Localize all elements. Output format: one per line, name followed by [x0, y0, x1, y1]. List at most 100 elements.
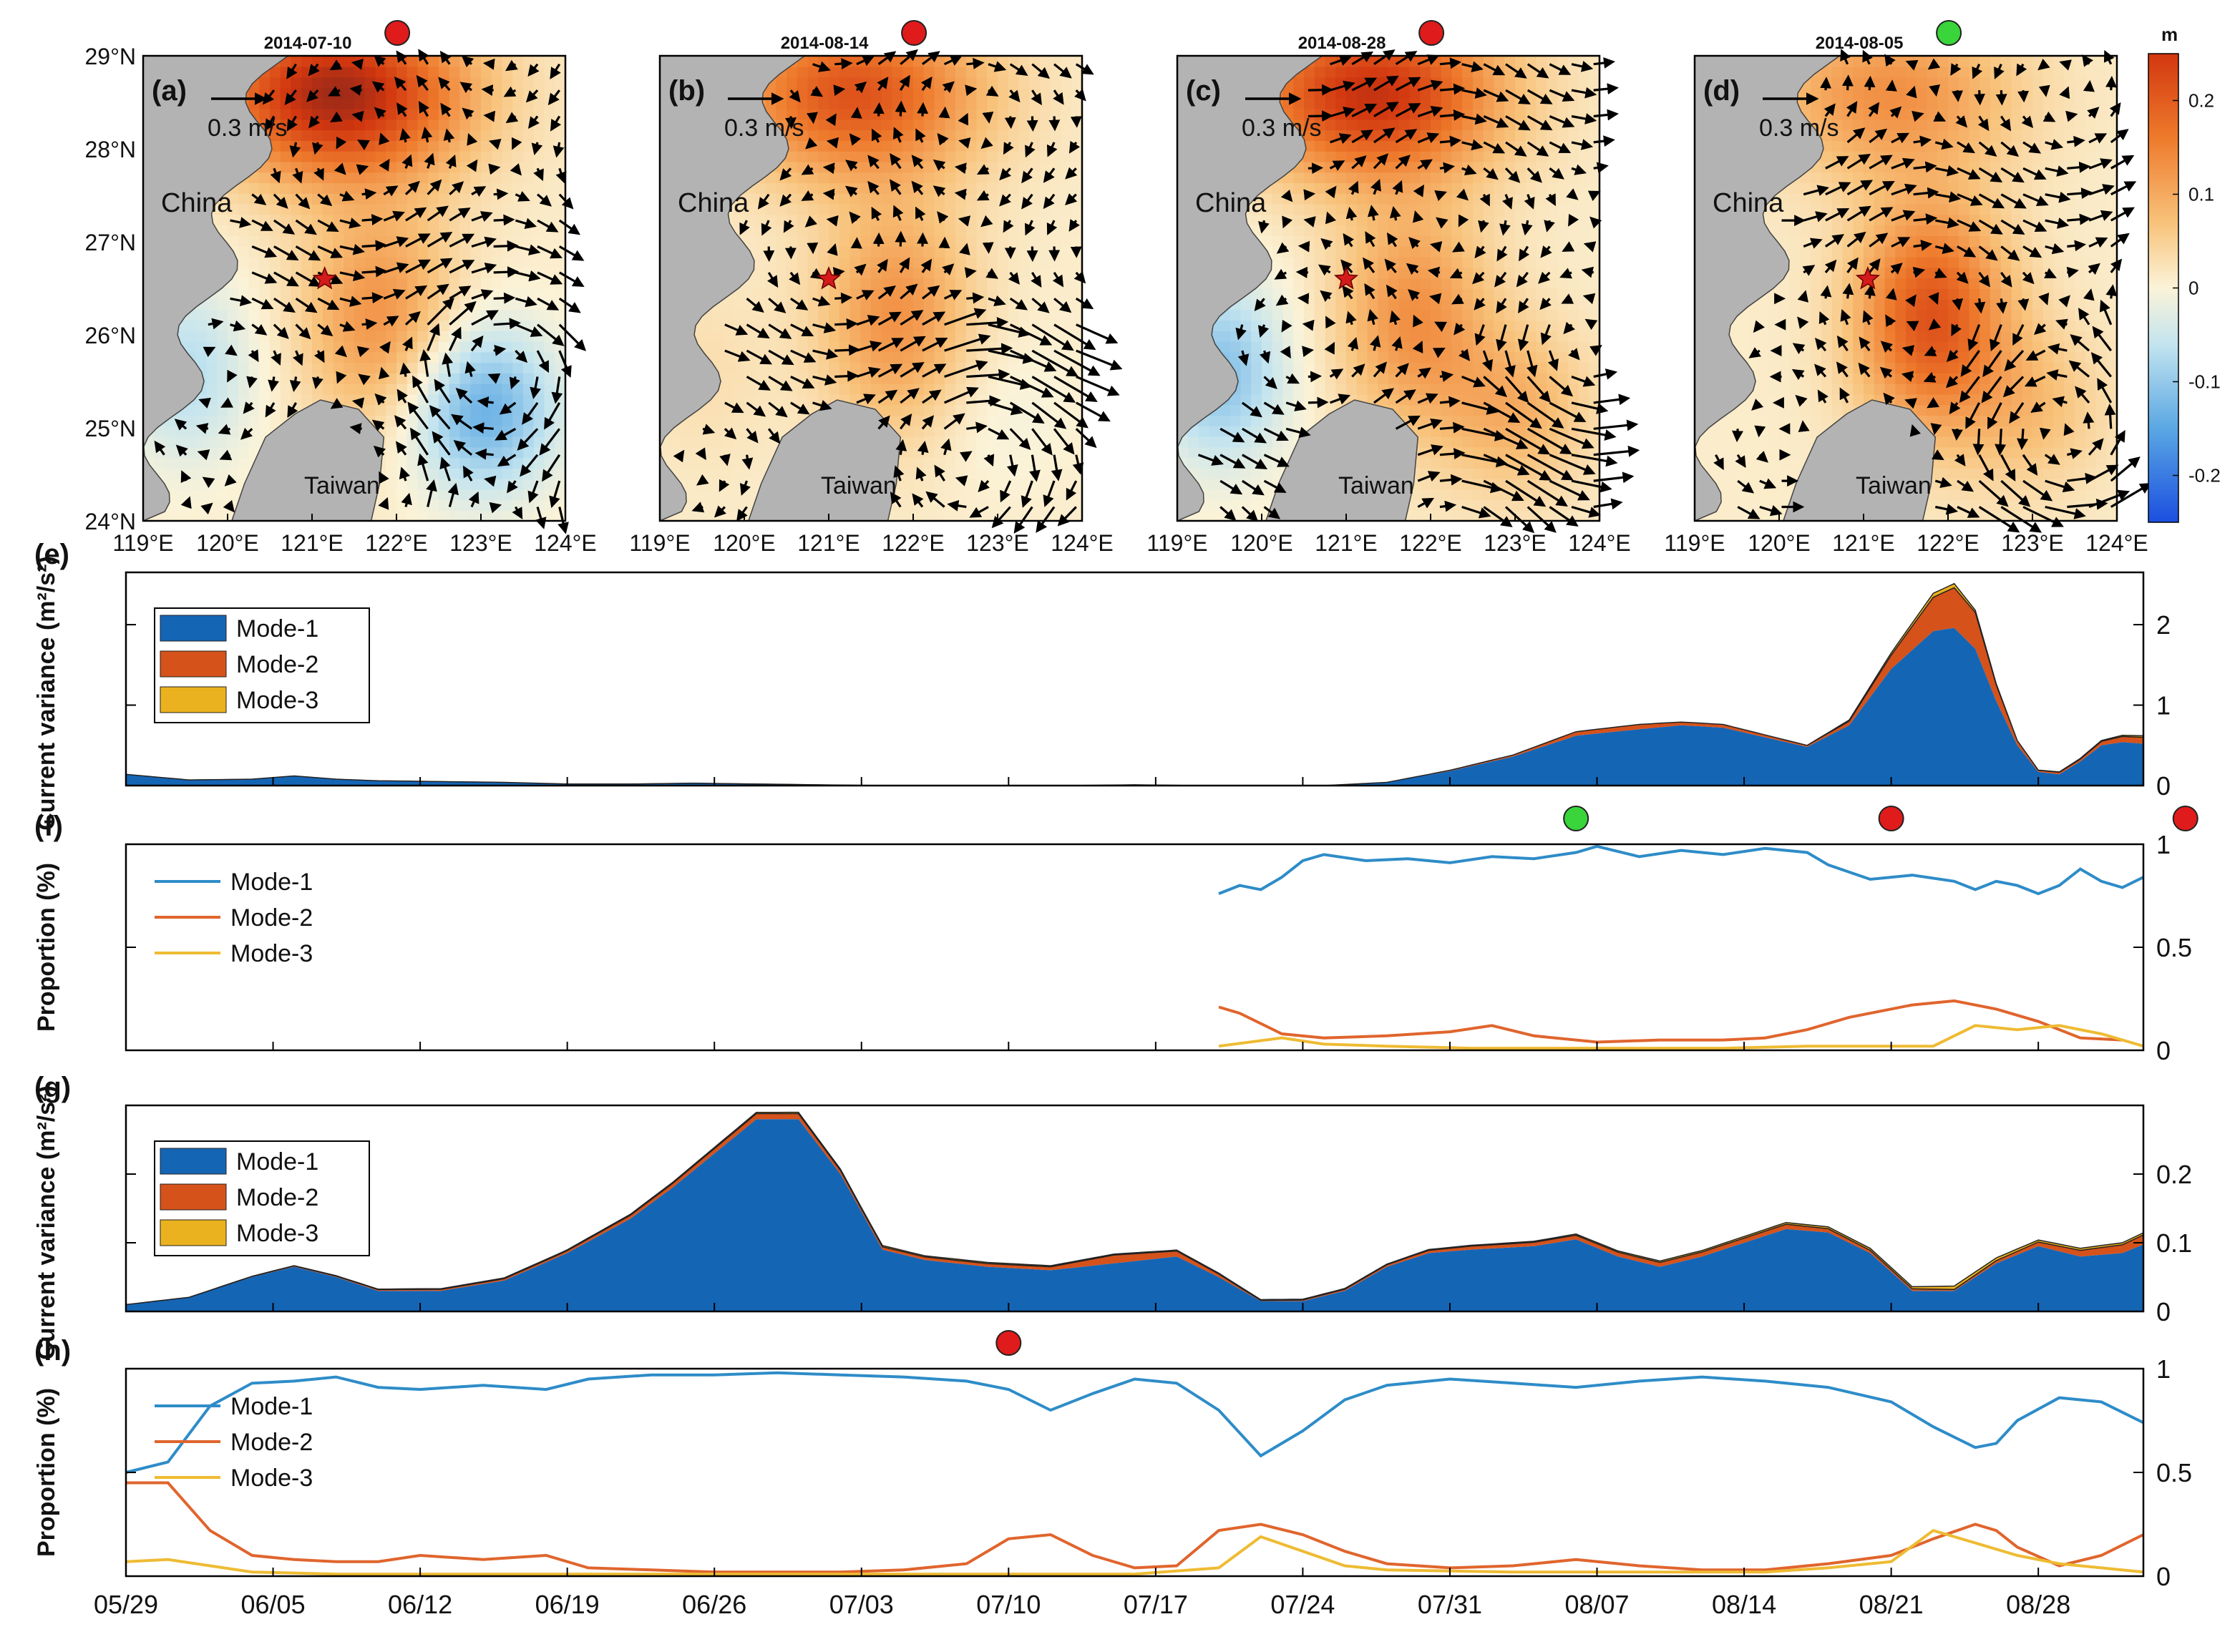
sla-cell: [1325, 256, 1337, 268]
sla-cell: [1335, 320, 1347, 331]
sla-cell: [818, 193, 829, 205]
sla-cell: [902, 267, 914, 279]
sla-cell: [449, 510, 461, 522]
sla-cell: [1304, 415, 1315, 426]
sla-cell: [807, 235, 819, 247]
sla-cell: [364, 351, 376, 363]
sla-cell: [481, 56, 492, 67]
current-arrow: [466, 159, 478, 172]
sla-cell: [449, 446, 461, 459]
sla-cell: [322, 56, 334, 67]
sla-cell: [754, 394, 766, 406]
sla-cell: [206, 499, 218, 512]
sla-cell: [449, 203, 461, 215]
sla-cell: [481, 351, 492, 363]
sla-cell: [1029, 203, 1041, 215]
sla-cell: [765, 87, 777, 99]
sla-cell: [1018, 87, 1031, 99]
sla-cell: [459, 373, 472, 384]
sla-cell: [449, 351, 461, 363]
sla-cell: [270, 373, 281, 384]
current-arrow: [227, 369, 238, 383]
sla-cell: [829, 256, 840, 268]
current-arrow: [551, 376, 563, 404]
sla-cell: [406, 331, 419, 342]
sla-cell: [449, 193, 461, 205]
sla-cell: [1335, 225, 1347, 236]
sla-cell: [744, 362, 756, 373]
sla-cell: [555, 468, 566, 479]
sla-cell: [1293, 203, 1305, 215]
sla-cell: [301, 320, 313, 331]
sla-cell: [386, 256, 397, 268]
sla-cell: [544, 351, 556, 363]
sla-cell: [787, 256, 798, 268]
sla-cell: [354, 320, 366, 331]
current-arrow: [220, 397, 233, 408]
sla-cell: [1367, 245, 1379, 258]
sla-cell: [1071, 150, 1083, 162]
sla-cell: [807, 66, 819, 78]
sla-cell: [1187, 457, 1199, 469]
sla-cell: [301, 235, 313, 247]
sla-cell: [354, 331, 366, 342]
sla-cell: [396, 478, 408, 490]
sla-cell: [512, 278, 524, 289]
sla-cell: [829, 298, 840, 311]
sla-cell: [164, 436, 176, 448]
current-arrow: [175, 444, 188, 457]
sla-cell: [987, 415, 998, 426]
sla-cell: [965, 150, 978, 162]
sla-cell: [923, 436, 935, 448]
lon-tick-label: 122°E: [365, 530, 428, 556]
sla-cell: [849, 225, 862, 236]
sla-cell: [164, 468, 176, 479]
sla-cell: [818, 288, 829, 300]
current-arrow: [509, 376, 520, 390]
sla-cell: [217, 362, 228, 373]
sla-cell: [406, 394, 419, 406]
sla-cell: [322, 373, 334, 384]
sla-cell: [270, 140, 281, 152]
sla-cell: [354, 150, 366, 162]
sla-cell: [449, 373, 461, 384]
sla-cell: [449, 426, 461, 437]
sla-cell: [481, 415, 492, 426]
sla-cell: [712, 426, 724, 437]
sla-cell: [322, 309, 334, 321]
sla-cell: [723, 331, 735, 342]
sla-cell: [1029, 108, 1041, 120]
current-arrow: [200, 502, 213, 515]
sla-cell: [945, 267, 956, 279]
sla-cell: [1356, 203, 1368, 215]
current-arrow: [240, 427, 253, 440]
sla-cell: [439, 267, 450, 279]
sla-cell: [1325, 245, 1337, 258]
sla-cell: [1040, 108, 1051, 120]
sla-cell: [1272, 446, 1284, 459]
sla-cell: [439, 499, 450, 512]
sla-cell: [428, 129, 439, 141]
sla-cell: [955, 288, 967, 300]
current-arrow: [396, 388, 408, 404]
sla-cell: [976, 87, 988, 99]
sla-cell: [491, 77, 503, 89]
sla-cell: [428, 394, 439, 406]
sla-cell: [523, 288, 535, 300]
sla-cell: [965, 351, 978, 363]
sla-cell: [818, 77, 829, 89]
sla-cell: [1050, 489, 1062, 501]
sla-cell: [195, 404, 208, 416]
sla-cell: [417, 214, 429, 226]
sla-cell: [829, 56, 840, 67]
sla-cell: [934, 394, 946, 406]
sla-cell: [965, 478, 978, 490]
sla-cell: [417, 341, 429, 353]
sla-cell: [987, 436, 998, 448]
sla-cell: [555, 140, 566, 152]
sla-cell: [987, 225, 998, 236]
sla-cell: [776, 87, 787, 99]
sla-cell: [1272, 341, 1284, 353]
sla-cell: [1209, 478, 1220, 490]
sla-cell: [364, 404, 376, 416]
